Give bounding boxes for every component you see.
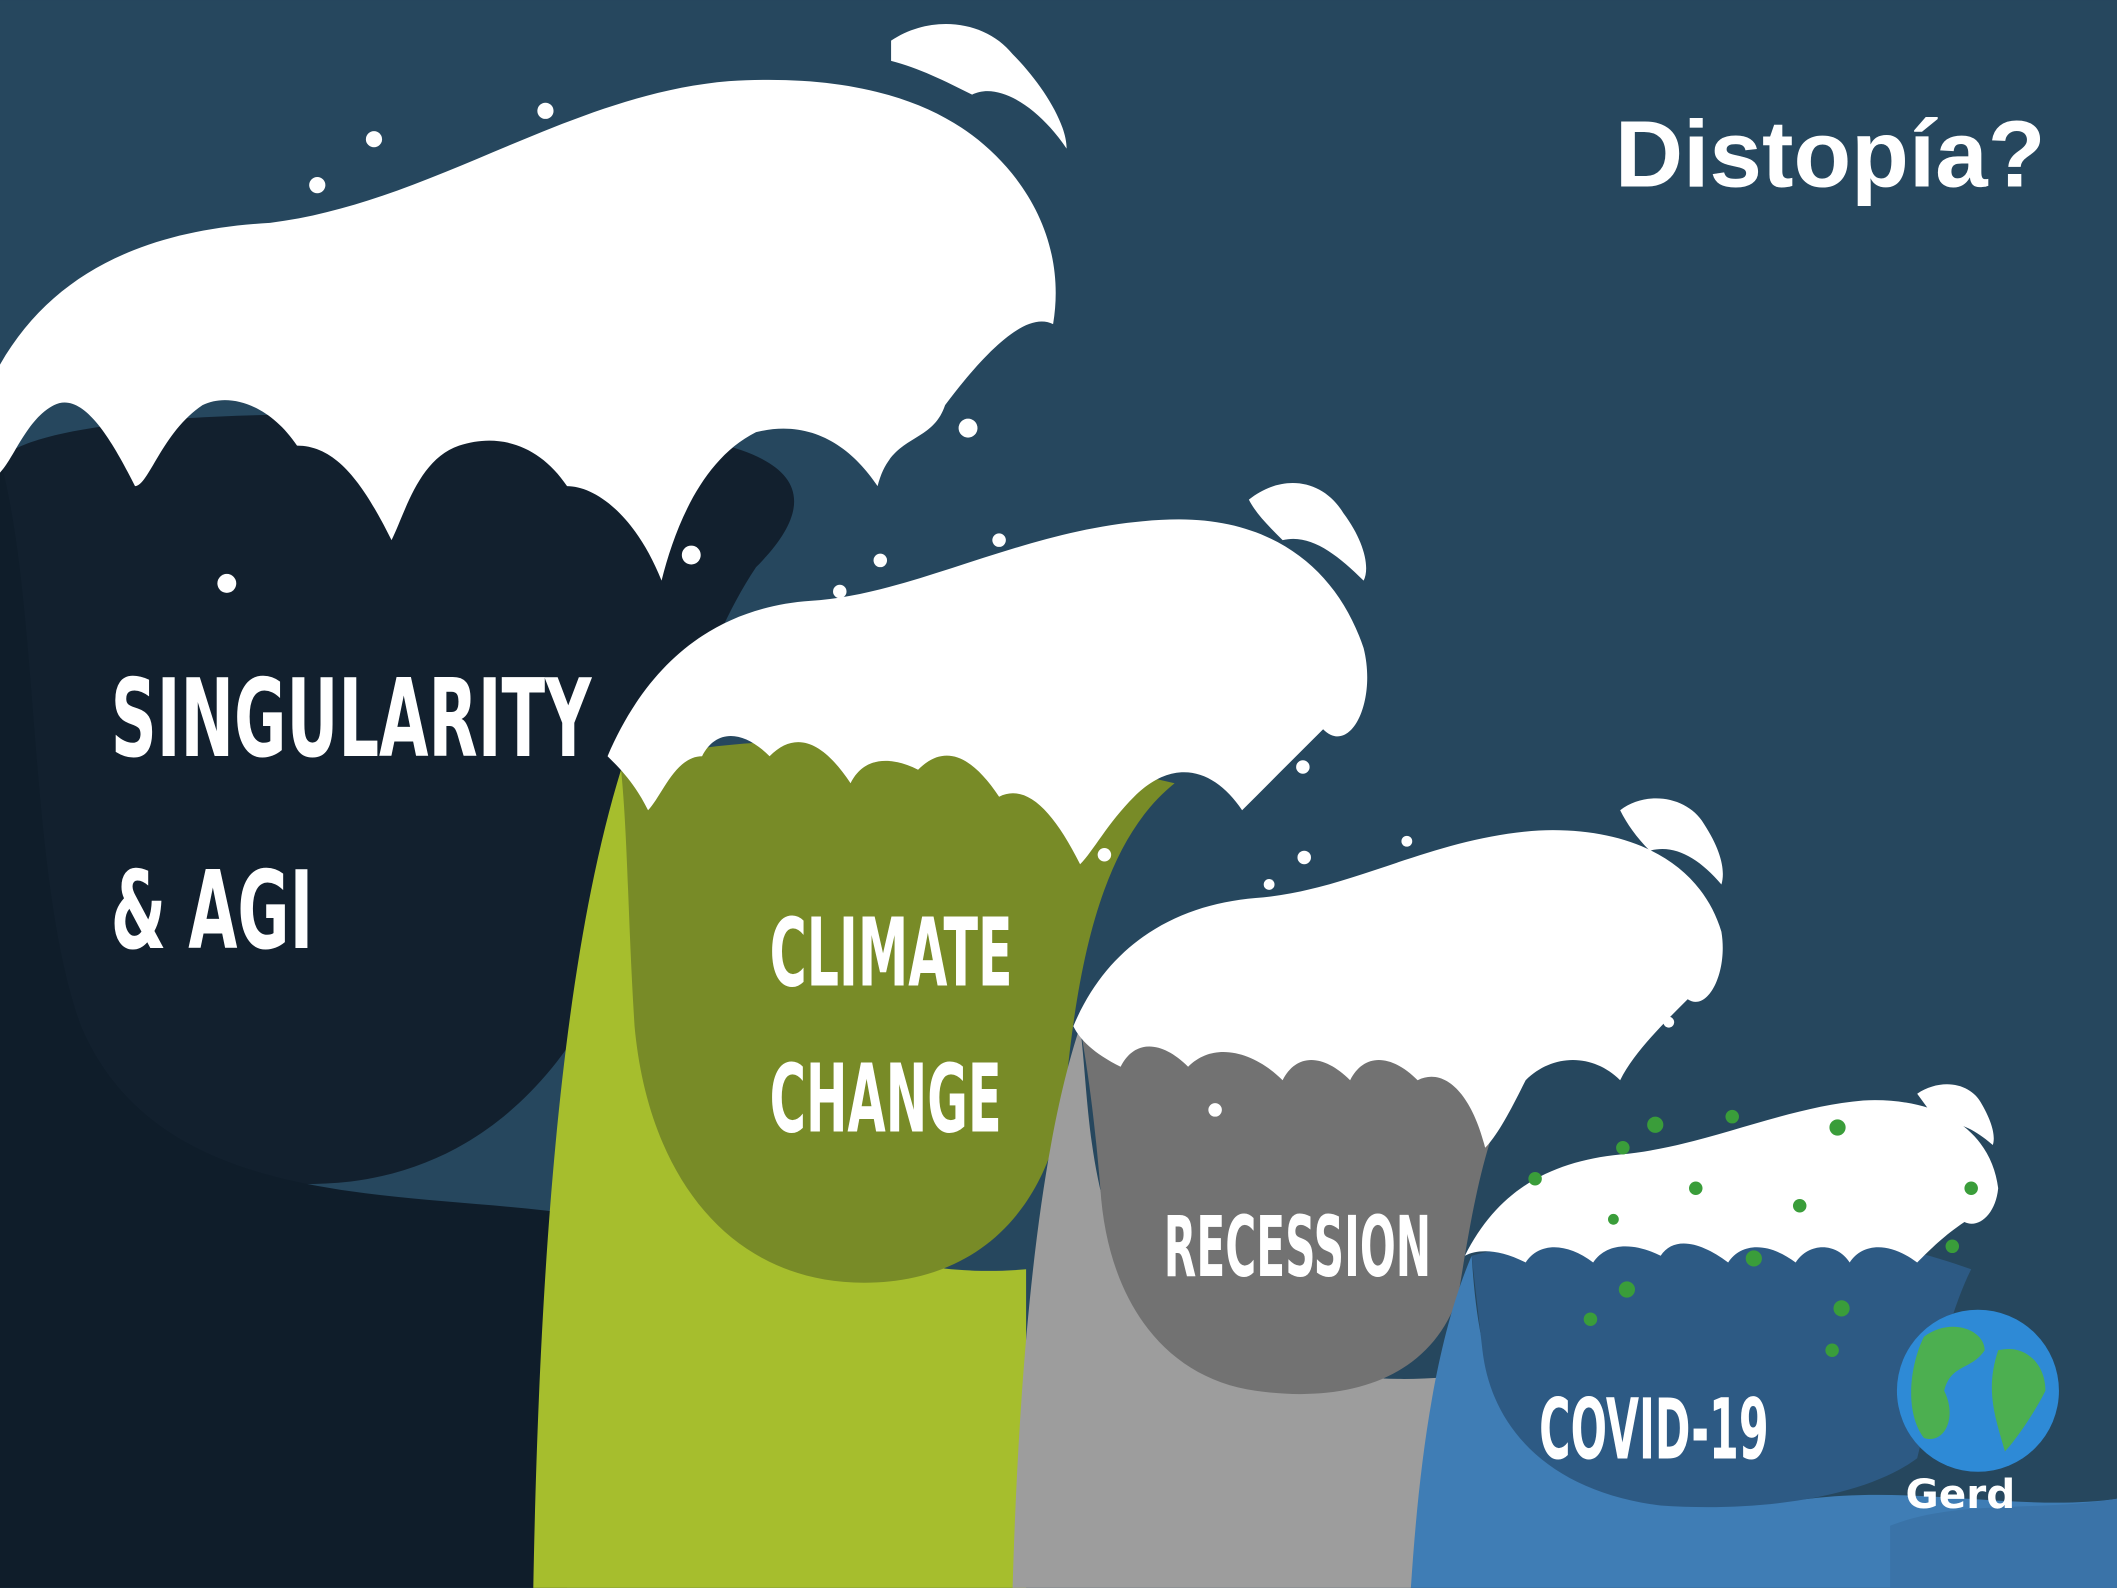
wave-label: SINGULARITY	[111, 657, 593, 782]
logo: Gerd	[1906, 1470, 2016, 1518]
title: Distopía?	[1615, 101, 2046, 207]
wave-label: CLIMATE	[770, 899, 1013, 1009]
wave-recession	[1012, 798, 1723, 1588]
wave-label: CHANGE	[770, 1045, 1002, 1155]
wave-label: COVID-19	[1539, 1380, 1769, 1478]
wave-climate	[533, 483, 1368, 1588]
wave-label: & AGI	[111, 849, 314, 974]
wave-covid	[1410, 1084, 2117, 1588]
wave-label: RECESSION	[1164, 1198, 1431, 1296]
